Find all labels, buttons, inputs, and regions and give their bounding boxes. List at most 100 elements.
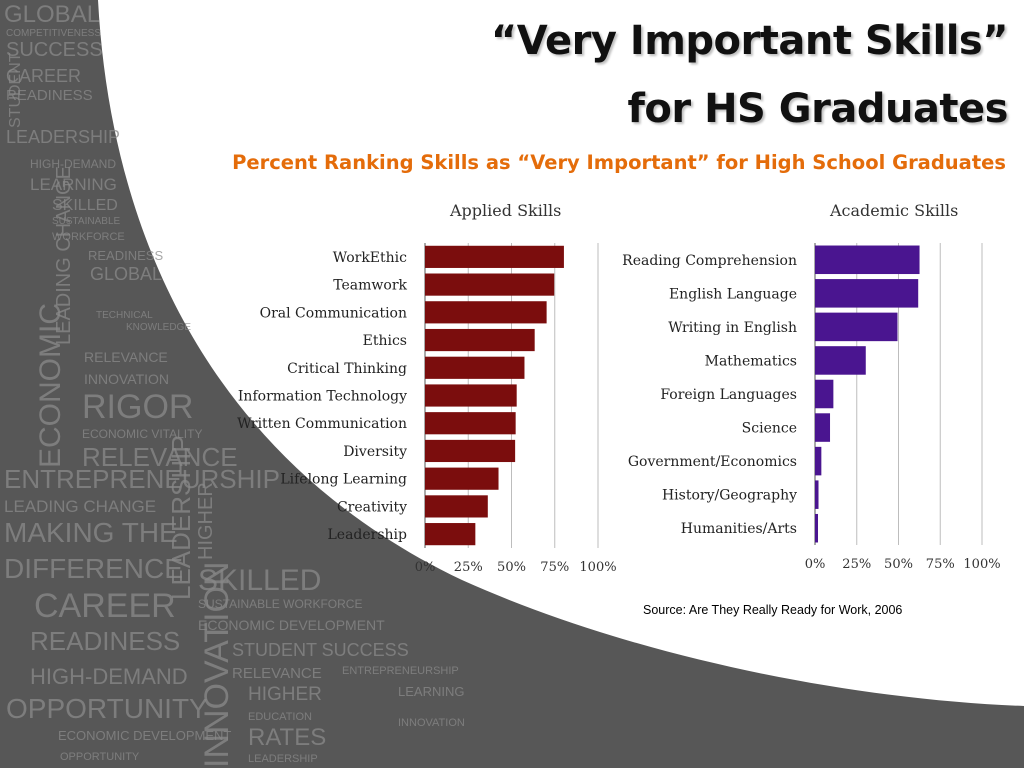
bar: [425, 412, 516, 435]
background-word: INNOVATION: [84, 371, 169, 387]
background-word: ENTREPRENEURSHIP: [4, 464, 280, 494]
bar: [425, 328, 535, 352]
slide-title-line-1: “Very Important Skills”: [490, 18, 1009, 64]
background-word: LEADING CHANGE: [53, 166, 75, 345]
bar: [815, 279, 919, 308]
background-word: READINESS: [88, 248, 163, 263]
background-word: HIGHER: [195, 482, 217, 560]
background-word: LEADERSHIP: [166, 435, 196, 600]
background-word: LEADERSHIP: [6, 127, 120, 147]
background-word: ECONOMIC DEVELOPMENT: [198, 617, 385, 633]
background-word: SUSTAINABLE WORKFORCE: [198, 597, 362, 611]
x-tick-label: 25%: [454, 560, 483, 575]
background-word: SKILLED: [52, 197, 118, 214]
background-word: RELEVANCE: [84, 349, 168, 365]
background-word: HIGH-DEMAND: [30, 157, 116, 171]
category-label: English Language: [669, 286, 797, 302]
background-word: STUDENT SUCCESS: [232, 640, 409, 660]
background-word: STUDENT: [7, 52, 24, 128]
background-word: ECONOMIC VITALITY: [82, 427, 202, 441]
background-word: ECONOMIC DEVELOPMENT: [58, 728, 231, 743]
background-word: INNOVATION: [198, 561, 236, 768]
category-label: Leadership: [327, 527, 407, 543]
x-tick-label: 100%: [963, 557, 1000, 572]
category-label: Creativity: [337, 499, 407, 515]
background-word: OPPORTUNITY: [60, 751, 140, 763]
background-word: LEARNING: [398, 684, 464, 699]
background-word: GLOBAL: [90, 264, 162, 284]
background-word: WORKFORCE: [52, 231, 125, 243]
bar: [815, 245, 920, 275]
background-word: KNOWLEDGE: [126, 322, 191, 333]
bar: [815, 513, 819, 543]
background-word: EDUCATION: [248, 711, 312, 723]
x-tick-label: 0%: [415, 560, 436, 575]
academic-chart-title: Academic Skills: [830, 201, 959, 220]
background-word: READINESS: [6, 87, 93, 104]
background-word: MAKING THE: [4, 517, 178, 548]
bar: [815, 346, 866, 375]
background-word: GLOBAL: [4, 1, 100, 28]
background-words: GLOBALCOMPETITIVENESSSUCCESSCAREERREADIN…: [4, 1, 465, 768]
x-tick-label: 100%: [579, 560, 616, 575]
background-word: ENTREPRENEURSHIP: [342, 665, 459, 677]
category-label: Government/Economics: [628, 454, 797, 470]
x-tick-label: 0%: [805, 557, 826, 572]
x-tick-label: 75%: [540, 560, 569, 575]
x-tick-label: 75%: [926, 557, 955, 572]
background-word: RELEVANCE: [82, 442, 238, 472]
bar: [815, 379, 834, 409]
background-word: SUSTAINABLE: [52, 216, 120, 227]
background-word: LEADING CHANGE: [4, 497, 156, 516]
category-label: Science: [742, 421, 797, 437]
bar: [815, 480, 819, 509]
background-word: RATES: [248, 724, 326, 751]
background-word: COMPETITIVENESS: [6, 28, 101, 39]
background-word: DIFFERENCE: [4, 553, 183, 584]
background-word: HIGHER: [248, 684, 322, 705]
background-word: CAREER: [34, 587, 176, 625]
bar: [425, 495, 488, 518]
x-tick-label: 50%: [497, 560, 526, 575]
category-label: Reading Comprehension: [622, 253, 797, 269]
category-label: Foreign Languages: [660, 387, 797, 403]
x-tick-label: 25%: [842, 557, 871, 572]
category-label: Writing in English: [668, 320, 797, 336]
category-label: Ethics: [363, 333, 407, 349]
bar: [425, 467, 499, 490]
background-word: SUCCESS: [6, 39, 103, 61]
background-word: SKILLED: [198, 564, 321, 597]
category-label: Critical Thinking: [287, 361, 407, 377]
category-label: Oral Communication: [260, 305, 407, 321]
bar: [425, 356, 525, 379]
bar: [815, 413, 831, 442]
category-label: Written Communication: [237, 416, 407, 432]
bar: [425, 273, 555, 296]
background-word: READINESS: [30, 626, 180, 656]
bar: [425, 245, 564, 268]
category-label: History/Geography: [662, 488, 797, 504]
category-label: Mathematics: [705, 353, 797, 369]
background-word: LEARNING: [30, 175, 117, 194]
category-label: Humanities/Arts: [681, 521, 797, 537]
background-word: TECHNICAL: [96, 310, 153, 321]
background-word: CAREER: [6, 66, 81, 86]
bar: [425, 439, 516, 463]
category-label: Lifelong Learning: [280, 472, 407, 488]
category-label: WorkEthic: [333, 250, 407, 266]
bar: [425, 301, 547, 324]
background-word: INNOVATION: [398, 717, 465, 729]
category-label: Information Technology: [238, 389, 407, 405]
background-word: OPPORTUNITY: [6, 693, 208, 724]
background-word: ECONOMIC: [34, 303, 67, 468]
background-word: RELEVANCE: [232, 665, 322, 682]
bar: [815, 446, 822, 476]
category-label: Diversity: [343, 444, 407, 460]
slide-title-line-2: for HS Graduates: [627, 86, 1009, 132]
x-tick-label: 50%: [884, 557, 913, 572]
applied-chart-title: Applied Skills: [450, 201, 562, 220]
